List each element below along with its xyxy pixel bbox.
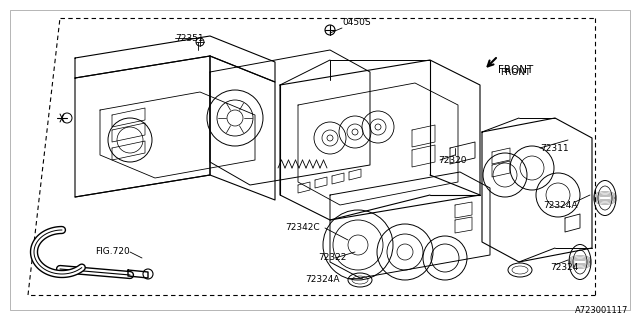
Text: 72322: 72322 — [318, 253, 346, 262]
Text: FRONT: FRONT — [500, 68, 531, 76]
Text: FIG.720: FIG.720 — [95, 247, 130, 257]
Text: 72351: 72351 — [175, 34, 204, 43]
Text: 72324A: 72324A — [543, 201, 577, 210]
Text: FRONT: FRONT — [498, 65, 533, 75]
Text: 72324: 72324 — [550, 263, 579, 273]
Text: 72342C: 72342C — [285, 223, 319, 233]
Text: 72324A: 72324A — [305, 276, 339, 284]
Text: A723001117: A723001117 — [575, 306, 628, 315]
Text: 0450S: 0450S — [342, 18, 371, 27]
Text: 72320: 72320 — [438, 156, 467, 164]
Text: 72311: 72311 — [540, 143, 568, 153]
